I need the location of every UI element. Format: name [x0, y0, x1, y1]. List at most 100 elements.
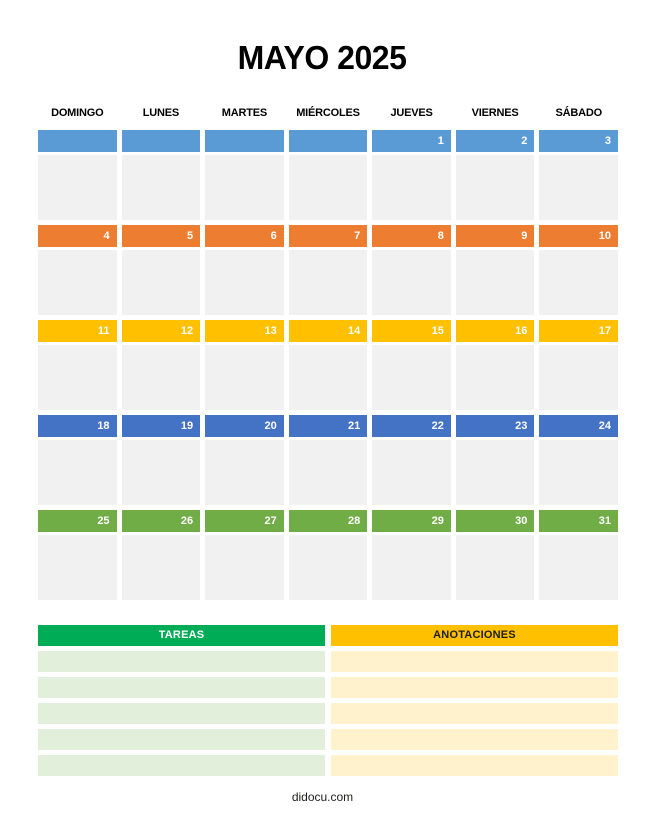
- date-header-cell: 5: [121, 225, 201, 247]
- weekday-label: MARTES: [221, 107, 268, 119]
- day-cell: [372, 250, 451, 315]
- date-header-cell: 25: [38, 510, 117, 532]
- date-header-cell: 18: [38, 415, 117, 437]
- date-header-cell: 3: [539, 130, 618, 152]
- day-cell: [288, 440, 368, 505]
- anotaciones-row: [331, 651, 618, 672]
- date-header-cell: 4: [38, 225, 117, 247]
- anotaciones-row: [331, 677, 618, 698]
- day-cell: [38, 155, 117, 220]
- date-header-cell: 20: [205, 415, 284, 437]
- calendar-week-3: 11 12 13 14 15 16 17: [38, 320, 618, 410]
- date-header-cell: 24: [539, 415, 618, 437]
- day-cell: [372, 155, 451, 220]
- tareas-row: [38, 729, 325, 750]
- date-header-cell: [288, 130, 368, 152]
- day-cell: [372, 535, 451, 600]
- calendar-week-4: 18 19 20 21 22 23 24: [38, 415, 618, 505]
- calendar-week-2: 4 5 6 7 8 9 10: [38, 225, 618, 315]
- day-cell: [205, 250, 284, 315]
- day-cell: [121, 535, 201, 600]
- page-title: MAYO 2025: [0, 41, 645, 74]
- tareas-row: [38, 755, 325, 776]
- weekday-label: JUEVES: [390, 107, 433, 119]
- day-cell: [288, 535, 368, 600]
- date-header-cell: 17: [539, 320, 618, 342]
- date-header-cell: 19: [121, 415, 201, 437]
- day-cell: [38, 345, 117, 410]
- weekday-header-row: DOMINGO LUNES MARTES MIÉRCOLES JUEVES VIERNES…: [38, 107, 618, 120]
- anotaciones-row: [331, 703, 618, 724]
- calendar-page: MAYO 2025 DOMINGO LUNES MARTES MIÉRCOLES JUE…: [0, 41, 645, 838]
- date-header-cell: 26: [121, 510, 201, 532]
- date-header-cell: [38, 130, 117, 152]
- day-cell: [455, 155, 535, 220]
- anotaciones-row: [331, 755, 618, 776]
- date-header-cell: 23: [455, 415, 535, 437]
- date-header-cell: 13: [205, 320, 284, 342]
- day-cell: [539, 345, 618, 410]
- date-header-cell: 28: [288, 510, 368, 532]
- day-cell: [38, 250, 117, 315]
- day-cell: [372, 440, 451, 505]
- weekday-label: SÁBADO: [555, 107, 602, 119]
- date-header-cell: 1: [372, 130, 451, 152]
- date-header-cell: 14: [288, 320, 368, 342]
- date-header-cell: 6: [205, 225, 284, 247]
- date-header-cell: 11: [38, 320, 117, 342]
- page-title-text: MAYO 2025: [238, 39, 407, 76]
- day-cell: [455, 440, 535, 505]
- day-cell: [121, 345, 201, 410]
- date-header-cell: 16: [455, 320, 535, 342]
- anotaciones-row: [331, 729, 618, 750]
- day-cell: [205, 440, 284, 505]
- notes-table: TAREAS ANOTACIONES: [38, 625, 618, 776]
- day-cell: [38, 440, 117, 505]
- tareas-row: [38, 677, 325, 698]
- calendar-content: DOMINGO LUNES MARTES MIÉRCOLES JUEVES VIERNES…: [38, 107, 618, 776]
- day-cell: [38, 535, 117, 600]
- day-cell: [288, 250, 368, 315]
- day-cell: [455, 535, 535, 600]
- day-cell: [539, 535, 618, 600]
- calendar-grid: 1 2 3 4 5 6 7 8 9 10 11 12 13 14 15 16 17 18 19 20 21 22 23 24 2…: [38, 130, 618, 600]
- day-cell: [372, 345, 451, 410]
- day-cell: [205, 345, 284, 410]
- day-cell: [539, 440, 618, 505]
- day-cell: [288, 345, 368, 410]
- weekday-label: MIÉRCOLES: [296, 107, 360, 119]
- date-header-cell: 27: [205, 510, 284, 532]
- tareas-row: [38, 651, 325, 672]
- weekday-label: DOMINGO: [51, 107, 104, 119]
- footer-credit: didocu.com: [291, 790, 354, 804]
- day-cell: [121, 440, 201, 505]
- day-cell: [205, 535, 284, 600]
- weekday-label: LUNES: [142, 107, 179, 119]
- calendar-week-5: 25 26 27 28 29 30 31: [38, 510, 618, 600]
- date-header-cell: 9: [455, 225, 535, 247]
- date-header-cell: 31: [539, 510, 618, 532]
- tareas-row: [38, 703, 325, 724]
- day-cell: [121, 155, 201, 220]
- date-header-cell: 29: [372, 510, 451, 532]
- date-header-cell: 21: [288, 415, 368, 437]
- date-header-cell: 30: [455, 510, 535, 532]
- weekday-label: VIERNES: [471, 107, 519, 119]
- date-header-cell: 15: [372, 320, 451, 342]
- date-header-cell: 2: [455, 130, 535, 152]
- date-header-cell: 10: [539, 225, 618, 247]
- day-cell: [205, 155, 284, 220]
- date-header-cell: 12: [121, 320, 201, 342]
- day-cell: [288, 155, 368, 220]
- notes-header-tareas: TAREAS: [38, 625, 325, 646]
- date-header-cell: [205, 130, 284, 152]
- date-header-cell: 8: [372, 225, 451, 247]
- date-header-cell: [121, 130, 201, 152]
- date-header-cell: 7: [288, 225, 368, 247]
- notes-header-anotaciones: ANOTACIONES: [331, 625, 618, 646]
- day-cell: [455, 250, 535, 315]
- day-cell: [539, 155, 618, 220]
- day-cell: [539, 250, 618, 315]
- day-cell: [121, 250, 201, 315]
